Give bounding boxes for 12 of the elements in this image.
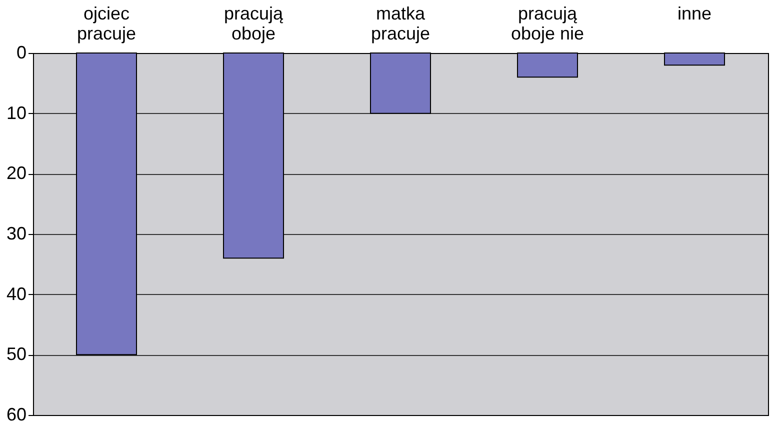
x-tick-label: matka pracuje xyxy=(370,4,430,44)
y-tick-label: 60 xyxy=(6,404,26,424)
x-tick-label: pracują oboje nie xyxy=(510,4,584,44)
y-tick-label: 40 xyxy=(6,284,26,304)
y-tick-label: 0 xyxy=(16,42,26,62)
y-tick-label: 10 xyxy=(6,102,26,123)
y-tick-label: 50 xyxy=(6,344,26,364)
y-tick-label: 30 xyxy=(6,224,26,244)
x-tick-label: ojciec pracuje xyxy=(76,4,136,44)
x-tick-label: pracują oboje xyxy=(224,4,284,44)
y-tick-label: 20 xyxy=(6,163,26,184)
x-tick-label: inne xyxy=(677,4,712,24)
